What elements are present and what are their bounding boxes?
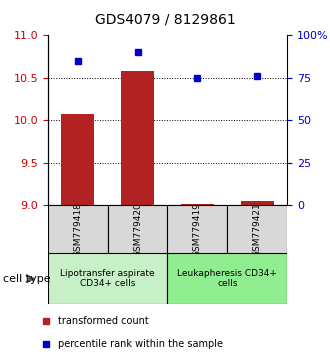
Text: Lipotransfer aspirate
CD34+ cells: Lipotransfer aspirate CD34+ cells	[60, 269, 155, 289]
Text: cell type: cell type	[3, 274, 51, 284]
Text: percentile rank within the sample: percentile rank within the sample	[58, 339, 223, 349]
Bar	[121, 71, 154, 205]
Text: Leukapheresis CD34+
cells: Leukapheresis CD34+ cells	[177, 269, 277, 289]
Text: GSM779420: GSM779420	[133, 202, 142, 257]
Bar	[48, 205, 108, 253]
Text: GSM779418: GSM779418	[73, 202, 82, 257]
Bar	[181, 204, 214, 205]
Text: transformed count: transformed count	[58, 316, 149, 326]
Bar	[48, 253, 168, 304]
Text: GDS4079 / 8129861: GDS4079 / 8129861	[95, 12, 235, 27]
Bar	[168, 205, 227, 253]
Bar	[227, 205, 287, 253]
Bar	[61, 114, 94, 205]
Bar	[241, 201, 274, 205]
Text: GSM779419: GSM779419	[193, 202, 202, 257]
Bar	[168, 253, 287, 304]
Text: GSM779421: GSM779421	[253, 202, 262, 257]
Bar	[108, 205, 167, 253]
